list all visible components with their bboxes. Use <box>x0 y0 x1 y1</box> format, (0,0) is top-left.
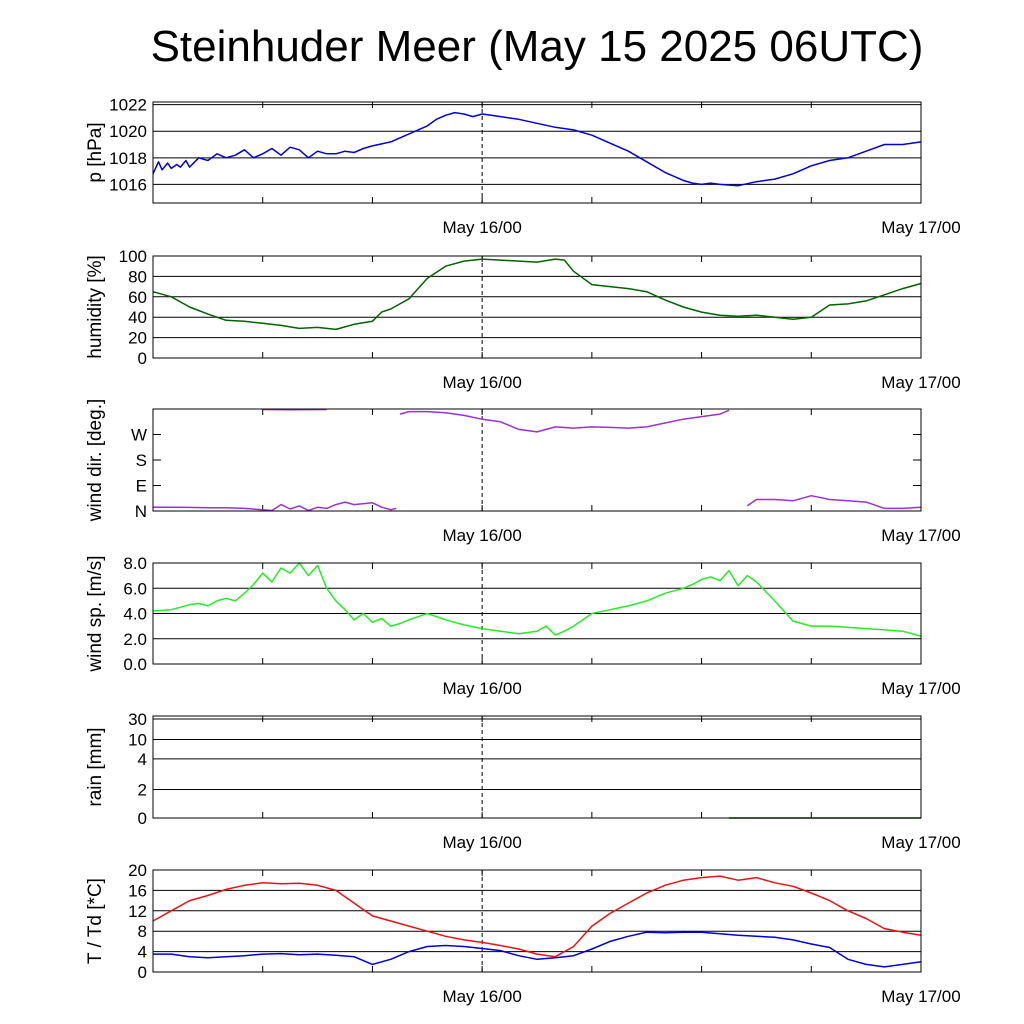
y-axis-label: T / Td [*C] <box>85 878 106 964</box>
wind_dir-series-line <box>746 494 922 510</box>
x-tick-label: May 17/00 <box>881 373 960 392</box>
y-tick-label: 6.0 <box>123 579 147 598</box>
x-tick-label: May 16/00 <box>442 373 521 392</box>
y-tick-label: 30 <box>128 710 147 729</box>
plot-frame <box>152 715 922 819</box>
x-tick-label: May 16/00 <box>442 679 521 698</box>
x-tick-label: May 17/00 <box>881 218 960 237</box>
y-tick-label: 40 <box>128 308 147 327</box>
plot-frame <box>152 408 922 512</box>
x-tick-label: May 16/00 <box>442 987 521 1006</box>
y-tick-label: 12 <box>128 902 147 921</box>
wind_dir-series-line <box>399 409 730 433</box>
plot-frame <box>152 255 922 359</box>
y-tick-label: 1016 <box>109 175 147 194</box>
pressure-series-line <box>152 111 922 187</box>
y-tick-label: 10 <box>128 730 147 749</box>
panel-wind_speed: 0.0 2.0 4.0 6.0 8.0 May 16/00 May 17/00 wind sp… <box>85 554 961 698</box>
plot-frame <box>152 562 922 665</box>
temperature-series-line <box>153 931 922 968</box>
wind_dir-series-line <box>153 501 397 512</box>
y-tick-label: 8.0 <box>123 554 147 573</box>
y-axis-label: rain [mm] <box>85 727 106 806</box>
y-tick-label: 16 <box>128 881 147 900</box>
x-tick-label: May 17/00 <box>881 987 960 1006</box>
y-tick-label: E <box>136 477 147 496</box>
y-tick-label: 0 <box>138 809 147 828</box>
y-tick-label: 4 <box>138 750 147 769</box>
x-tick-label: May 16/00 <box>442 526 521 545</box>
plot-frame <box>152 101 922 204</box>
y-tick-label: 20 <box>128 329 147 348</box>
plot-frame <box>152 869 922 973</box>
y-tick-label: N <box>135 502 147 521</box>
y-axis-label: wind sp. [m/s] <box>85 555 106 672</box>
humidity-series-line <box>152 258 922 331</box>
y-tick-label: 1020 <box>109 122 147 141</box>
y-tick-label: 0.0 <box>123 655 147 674</box>
y-tick-label: 20 <box>128 861 147 880</box>
y-tick-label: 1022 <box>109 96 147 115</box>
y-tick-label: S <box>136 451 147 470</box>
y-tick-label: 80 <box>128 267 147 286</box>
panel-pressure: 1016 1018 1020 1022 May 16/00 May 17/00 p [hPa… <box>85 96 961 237</box>
y-tick-label: W <box>131 426 147 445</box>
wind_speed-series-line <box>152 562 922 637</box>
x-tick-label: May 17/00 <box>881 679 960 698</box>
y-axis-label: p [hPa] <box>85 122 106 182</box>
x-tick-label: May 16/00 <box>442 218 521 237</box>
y-tick-label: 4.0 <box>123 605 147 624</box>
y-tick-label: 4 <box>138 943 147 962</box>
y-tick-label: 2 <box>138 780 147 799</box>
x-tick-label: May 16/00 <box>442 833 521 852</box>
y-axis-label: humidity [%] <box>85 255 106 358</box>
x-tick-label: May 17/00 <box>881 833 960 852</box>
y-tick-label: 60 <box>128 288 147 307</box>
y-tick-label: 0 <box>138 349 147 368</box>
y-tick-label: 0 <box>138 963 147 982</box>
y-tick-label: 2.0 <box>123 630 147 649</box>
y-tick-label: 1018 <box>109 149 147 168</box>
y-axis-label: wind dir. [deg.] <box>85 399 106 523</box>
x-tick-label: May 17/00 <box>881 526 960 545</box>
y-tick-label: 100 <box>119 247 147 266</box>
y-tick-label: 8 <box>138 922 147 941</box>
temperature-series-line <box>152 875 922 958</box>
page-title: Steinhuder Meer (May 15 2025 06UTC) <box>150 22 924 71</box>
